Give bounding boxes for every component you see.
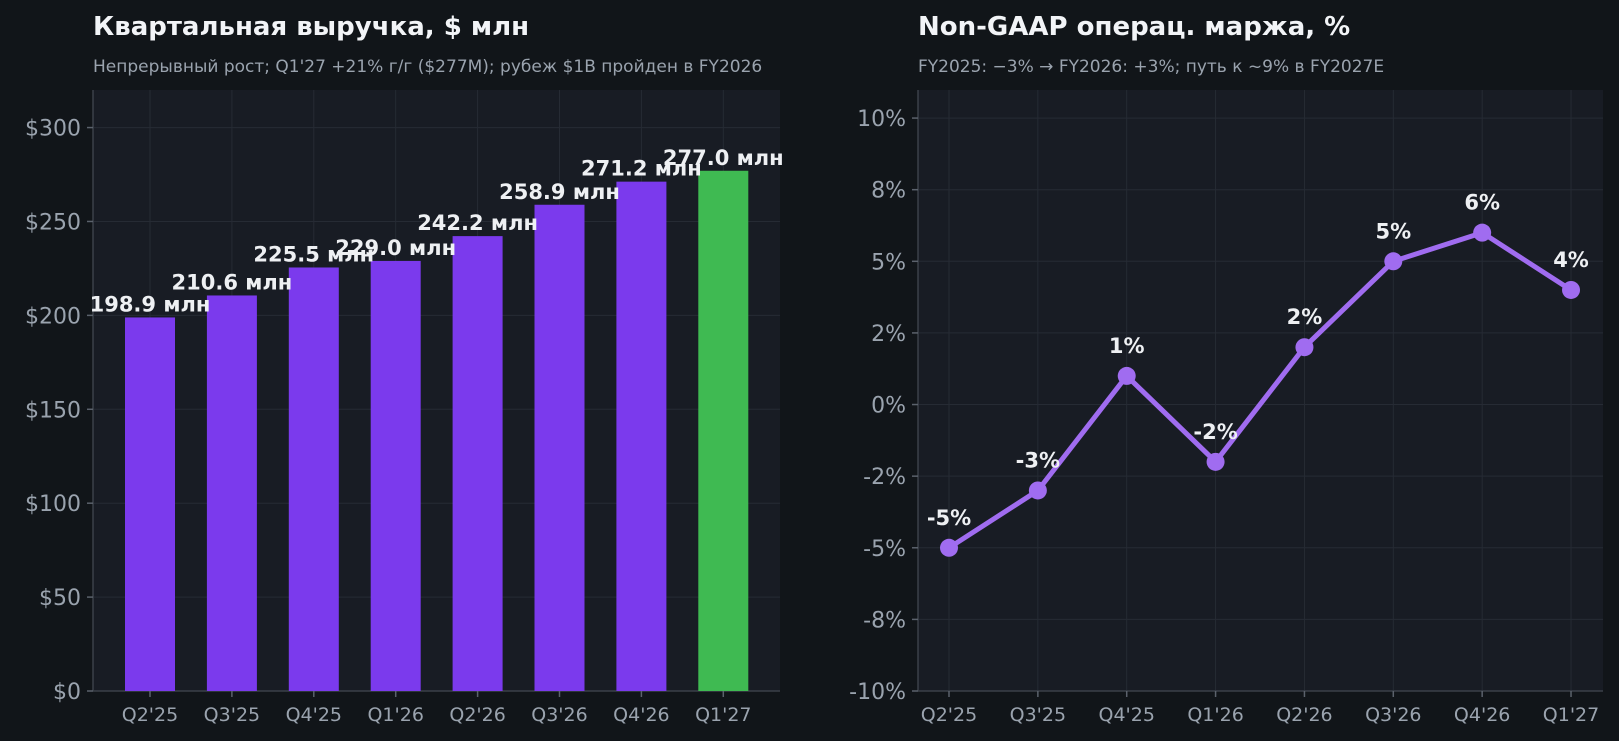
- margin-point: [1473, 223, 1492, 242]
- revenue-data-label: 225.5 млн: [253, 242, 374, 266]
- margin-y-tick-label: -2%: [863, 465, 906, 490]
- margin-point: [940, 538, 958, 557]
- margin-y-tick-label: -8%: [863, 608, 906, 633]
- margin-y-tick-label: -10%: [849, 680, 906, 705]
- revenue-bar: [206, 295, 257, 691]
- margin-point: [1117, 366, 1136, 385]
- revenue-x-tick-label: Q1'26: [367, 704, 423, 726]
- margin-data-label: -5%: [927, 506, 971, 530]
- margin-data-label: 4%: [1553, 248, 1589, 272]
- margin-data-label: -3%: [1016, 448, 1060, 472]
- revenue-data-label: 271.2 млн: [581, 157, 702, 181]
- revenue-y-tick-label: $150: [25, 398, 81, 423]
- revenue-y-tick-label: $50: [39, 586, 81, 611]
- revenue-bar: [452, 236, 503, 692]
- margin-y-tick-label: 2%: [871, 322, 906, 347]
- margin-y-ticks: -10% -8% -5% -2% 0% 2% 5% 8% 10%: [849, 107, 918, 705]
- revenue-x-tick-label: Q3'26: [531, 704, 587, 726]
- margin-x-ticks: Q2'25 Q3'25 Q4'25 Q1'26 Q2'26 Q3'26 Q4'26 Q1'27: [921, 691, 1599, 726]
- margin-x-tick-label: Q2'26: [1276, 704, 1332, 726]
- revenue-bar: [370, 260, 421, 691]
- revenue-bar: [288, 267, 339, 691]
- revenue-y-tick-label: $250: [25, 210, 81, 235]
- margin-plot-area: [918, 90, 1603, 691]
- revenue-x-tick-label: Q4'25: [286, 704, 342, 726]
- margin-line-series: [946, 230, 1574, 551]
- margin-series-line: [946, 230, 1574, 551]
- margin-point: [1295, 338, 1314, 357]
- revenue-data-label: 229.0 млн: [335, 236, 456, 260]
- revenue-bar: [616, 181, 667, 691]
- margin-data-label: -2%: [1193, 420, 1237, 444]
- margin-x-tick-label: Q3'26: [1365, 704, 1421, 726]
- margin-y-tick-label: 5%: [871, 250, 906, 275]
- margin-points: [940, 223, 1581, 557]
- margin-data-label: 5%: [1375, 219, 1411, 243]
- revenue-x-tick-label: Q3'25: [204, 704, 260, 726]
- revenue-x-ticks: Q2'25 Q3'25 Q4'25 Q1'26 Q2'26 Q3'26 Q4'26 Q1'27: [122, 691, 752, 726]
- margin-x-tick-label: Q1'27: [1543, 704, 1599, 726]
- margin-x-tick-label: Q4'26: [1454, 704, 1510, 726]
- revenue-bars: [125, 170, 749, 692]
- margin-point: [1028, 481, 1047, 500]
- revenue-x-tick-label: Q2'26: [449, 704, 505, 726]
- margin-y-tick-label: 10%: [857, 107, 906, 132]
- revenue-data-label: 242.2 млн: [417, 211, 538, 235]
- revenue-bar: [698, 170, 749, 691]
- margin-x-tick-label: Q4'25: [1098, 704, 1154, 726]
- margin-gridlines: [918, 90, 1603, 692]
- revenue-y-tick-label: $300: [25, 117, 81, 142]
- revenue-y-tick-label: $100: [25, 492, 81, 517]
- revenue-data-label: 258.9 млн: [499, 180, 620, 204]
- revenue-data-label: 198.9 млн: [90, 292, 211, 316]
- margin-point: [1562, 280, 1581, 299]
- revenue-chart-title: Квартальная выручка, $ млн: [93, 12, 529, 42]
- revenue-y-ticks: $0 $50 $100 $150 $200 $250 $300: [25, 117, 93, 705]
- margin-x-tick-label: Q2'25: [921, 704, 977, 726]
- margin-chart-subtitle: FY2025: −3% → FY2026: +3%; путь к ~9% в …: [918, 57, 1384, 77]
- revenue-chart-subtitle: Непрерывный рост; Q1'27 +21% г/г ($277M)…: [93, 57, 762, 77]
- revenue-data-label: 277.0 млн: [663, 146, 784, 170]
- margin-y-tick-label: -5%: [863, 537, 906, 562]
- revenue-x-tick-label: Q1'27: [695, 704, 751, 726]
- margin-x-tick-label: Q3'25: [1010, 704, 1066, 726]
- revenue-data-label: 210.6 млн: [172, 270, 293, 294]
- revenue-bar: [125, 317, 175, 691]
- revenue-y-tick-label: $200: [25, 304, 81, 329]
- margin-point: [1206, 452, 1225, 471]
- margin-data-label: 2%: [1287, 305, 1323, 329]
- revenue-chart: Квартальная выручка, $ млн Непрерывный р…: [25, 12, 784, 726]
- margin-data-labels: -5% -3% 1% -2% 2% 5% 6% 4%: [927, 191, 1589, 530]
- margin-x-tick-label: Q1'26: [1187, 704, 1243, 726]
- revenue-bar: [534, 204, 585, 692]
- margin-y-tick-label: 8%: [871, 179, 906, 204]
- margin-data-label: 1%: [1109, 334, 1145, 358]
- margin-chart: Non-GAAP операц. маржа, % FY2025: −3% → …: [849, 12, 1603, 726]
- margin-chart-title: Non-GAAP операц. маржа, %: [918, 12, 1350, 42]
- margin-point: [1384, 252, 1403, 271]
- revenue-x-tick-label: Q2'25: [122, 704, 178, 726]
- revenue-x-tick-label: Q4'26: [613, 704, 669, 726]
- revenue-y-tick-label: $0: [53, 680, 81, 705]
- margin-data-label: 6%: [1464, 191, 1500, 215]
- margin-y-tick-label: 0%: [871, 394, 906, 419]
